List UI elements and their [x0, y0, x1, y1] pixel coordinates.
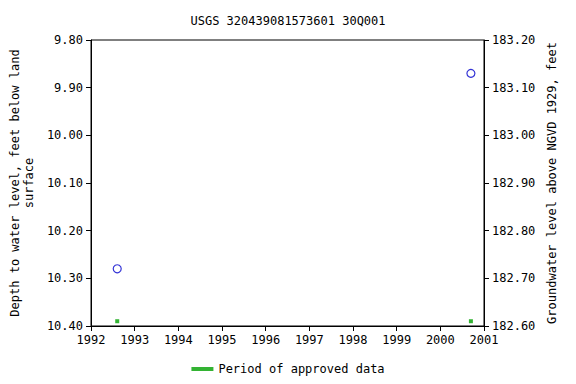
svg-text:1996: 1996	[251, 333, 280, 347]
svg-text:183.20: 183.20	[492, 33, 535, 47]
svg-text:10.20: 10.20	[47, 224, 83, 238]
svg-text:10.10: 10.10	[47, 176, 83, 190]
svg-text:2001: 2001	[470, 333, 499, 347]
svg-text:Period of approved data: Period of approved data	[218, 362, 384, 376]
svg-text:10.30: 10.30	[47, 271, 83, 285]
svg-text:1995: 1995	[208, 333, 237, 347]
svg-text:1992: 1992	[77, 333, 106, 347]
svg-text:1994: 1994	[164, 333, 193, 347]
svg-text:9.90: 9.90	[54, 81, 83, 95]
svg-text:USGS 320439081573601 30Q001: USGS 320439081573601 30Q001	[190, 14, 385, 28]
svg-text:183.00: 183.00	[492, 128, 535, 142]
svg-text:1999: 1999	[382, 333, 411, 347]
svg-text:surface: surface	[22, 158, 36, 209]
svg-text:Groundwater level above NGVD 1: Groundwater level above NGVD 1929, feet	[545, 42, 559, 324]
svg-text:182.80: 182.80	[492, 224, 535, 238]
svg-text:1998: 1998	[339, 333, 368, 347]
svg-text:182.60: 182.60	[492, 319, 535, 333]
svg-text:1997: 1997	[295, 333, 324, 347]
svg-text:182.70: 182.70	[492, 271, 535, 285]
svg-text:Depth to water level, feet bel: Depth to water level, feet below land	[8, 49, 22, 316]
svg-text:1993: 1993	[120, 333, 149, 347]
svg-text:10.40: 10.40	[47, 319, 83, 333]
svg-text:183.10: 183.10	[492, 81, 535, 95]
svg-text:9.80: 9.80	[54, 33, 83, 47]
svg-text:2000: 2000	[426, 333, 455, 347]
svg-text:182.90: 182.90	[492, 176, 535, 190]
svg-text:10.00: 10.00	[47, 128, 83, 142]
